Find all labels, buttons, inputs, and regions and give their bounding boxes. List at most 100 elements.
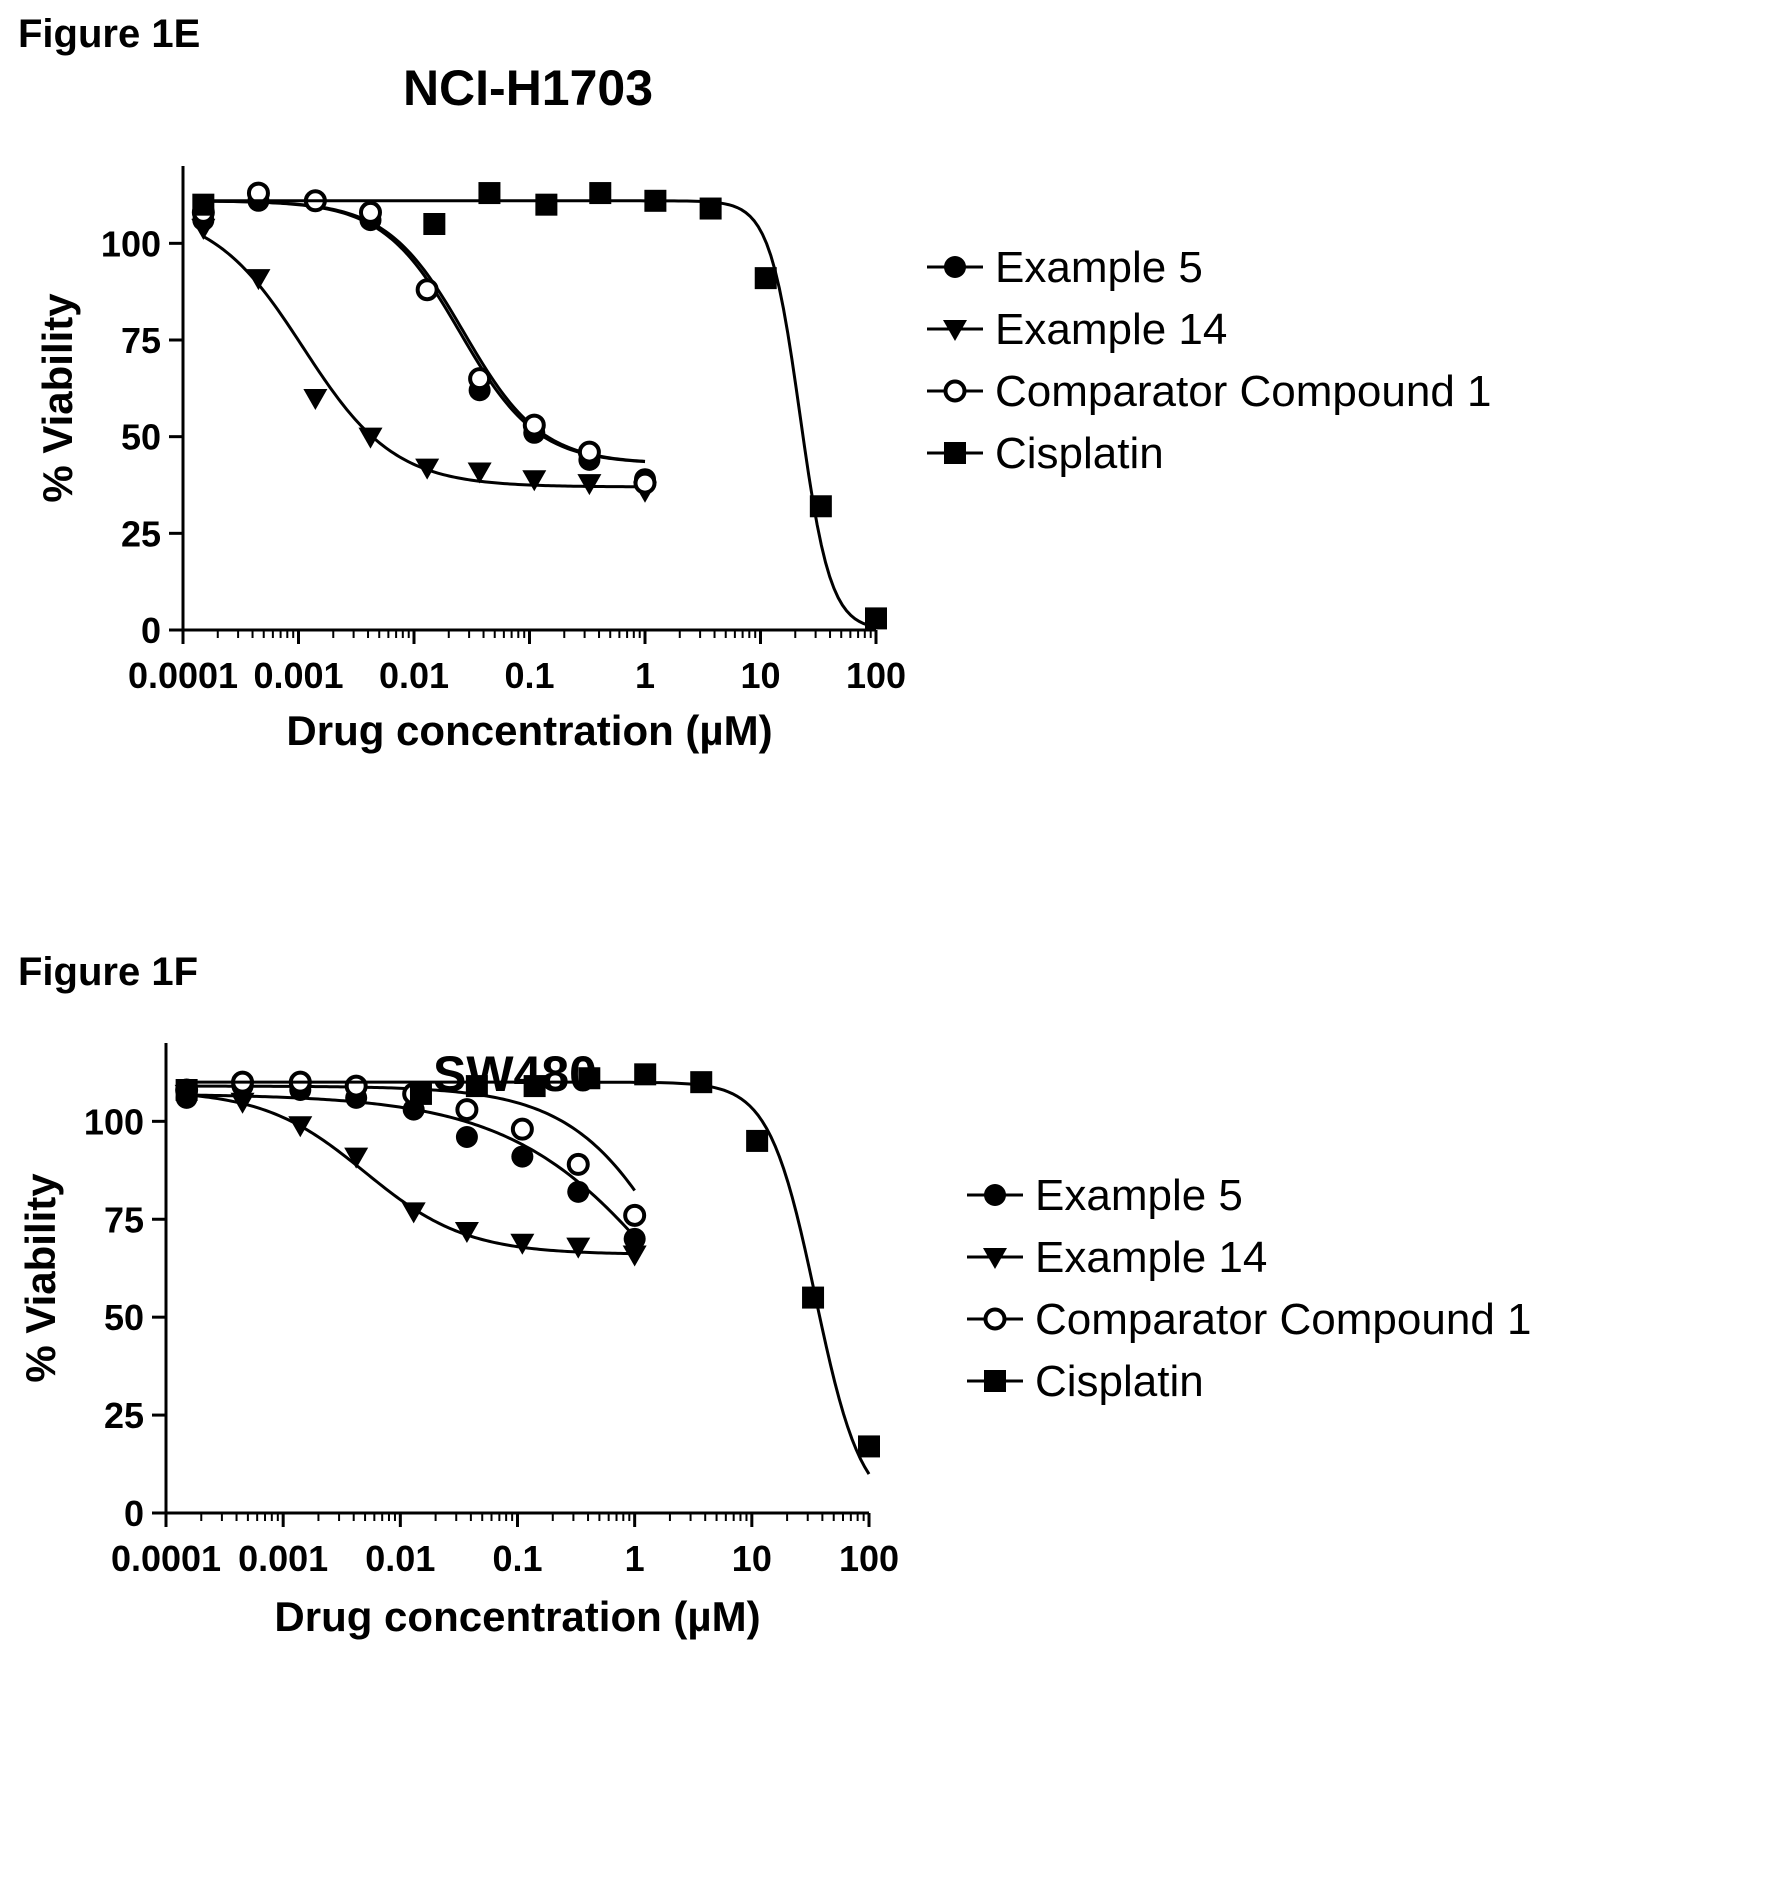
data-point [699, 197, 722, 220]
data-point [192, 193, 215, 216]
x-tick-label: 0.001 [253, 655, 343, 696]
x-tick-label: 1 [635, 655, 655, 696]
data-point [401, 1202, 426, 1224]
chart-sw480: SW480 0 25 50 75 100 0.0001 0.001 0.01 0.1 1 10 100 D… [17, 1043, 1531, 1640]
data-point [478, 182, 501, 205]
data-point [344, 1147, 369, 1169]
data-point [409, 1082, 432, 1105]
data-point [230, 1092, 255, 1114]
data-point [454, 1222, 479, 1243]
data-point [690, 1071, 713, 1094]
data-point [522, 413, 546, 437]
x-tick-label: 0.1 [504, 655, 554, 696]
series-example-14 [191, 218, 657, 503]
legend-marker [943, 320, 967, 341]
data-point [622, 1245, 647, 1267]
x-tick-label: 0.0001 [128, 655, 238, 696]
legend-marker [983, 1248, 1007, 1269]
legend-label: Example 5 [995, 243, 1203, 292]
data-point [415, 458, 440, 480]
legend-marker [984, 1184, 1006, 1206]
series-cisplatin [175, 1063, 880, 1475]
legend-item-comparator-compound-1: Comparator Compound 1 [927, 367, 1491, 416]
data-point [633, 471, 657, 495]
legend-label: Example 14 [995, 305, 1227, 354]
y-tick-label: 75 [121, 320, 161, 361]
x-tick-label: 0.001 [238, 1538, 328, 1579]
legend-item-example-14: Example 14 [967, 1233, 1267, 1282]
x-tick-label: 10 [740, 655, 780, 696]
legend-label: Example 14 [1035, 1233, 1267, 1282]
data-point [455, 1126, 478, 1148]
y-tick-label: 25 [121, 513, 161, 554]
legend: Example 5 Example 14 Comparator Compound 1… [967, 1171, 1531, 1406]
data-point [754, 267, 777, 290]
data-point [535, 193, 558, 216]
data-point [510, 1117, 534, 1141]
data-point [191, 218, 216, 240]
data-point [423, 213, 446, 235]
legend: Example 5 Example 14 Comparator Compound 1… [927, 243, 1491, 478]
data-point [468, 367, 492, 391]
legend-marker [984, 1370, 1006, 1392]
data-point [746, 1129, 769, 1152]
y-tick-label: 0 [141, 610, 161, 651]
chart-title: SW480 [433, 1046, 597, 1102]
data-point [415, 278, 439, 302]
y-tick-label: 100 [84, 1101, 144, 1142]
legend-label: Comparator Compound 1 [1035, 1295, 1531, 1344]
legend-marker [944, 256, 966, 278]
data-point [523, 1075, 546, 1098]
data-point [175, 1079, 198, 1101]
data-point [567, 1180, 590, 1203]
fit-curve [203, 199, 646, 463]
axes: 0 25 50 75 100 0.0001 0.001 0.01 0.1 1 10 100 [84, 1043, 899, 1579]
data-point [577, 474, 602, 496]
data-point [566, 1237, 591, 1259]
data-point [455, 1098, 479, 1122]
fit-curve [203, 199, 877, 629]
legend-marker [944, 442, 966, 464]
data-point [467, 462, 492, 484]
x-tick-label: 0.0001 [111, 1538, 221, 1579]
legend-item-cisplatin: Cisplatin [967, 1357, 1204, 1406]
data-point [858, 1435, 880, 1458]
figure-1e-label: Figure 1E [18, 12, 201, 56]
data-point [465, 1075, 488, 1098]
data-point [623, 1203, 647, 1227]
legend-label: Comparator Compound 1 [995, 367, 1491, 416]
x-tick-label: 1 [625, 1538, 645, 1579]
data-point [303, 389, 328, 410]
data-point [358, 427, 383, 449]
data-point [288, 1116, 313, 1138]
legend-marker [943, 379, 967, 403]
x-tick-label: 100 [846, 655, 906, 696]
data-point [634, 1063, 657, 1086]
data-point [589, 182, 612, 205]
data-point [644, 189, 667, 212]
data-point [809, 495, 832, 518]
axes: 0 25 50 75 100 0.0001 0.001 0.01 0.1 1 10 100 [101, 166, 906, 696]
y-tick-label: 50 [121, 417, 161, 458]
x-tick-label: 100 [839, 1538, 899, 1579]
data-point [522, 470, 547, 492]
legend-item-cisplatin: Cisplatin [927, 429, 1164, 478]
x-tick-label: 10 [732, 1538, 772, 1579]
legend-item-comparator-compound-1: Comparator Compound 1 [967, 1295, 1531, 1344]
chart-nci-h1703: NCI-H1703 0 25 50 75 100 0.0001 0.001 0.01 0.1 1 10… [34, 60, 1491, 754]
x-tick-label: 0.1 [492, 1538, 542, 1579]
y-tick-label: 0 [124, 1493, 144, 1534]
data-point [578, 1067, 601, 1090]
legend-item-example-14: Example 14 [927, 305, 1227, 354]
x-axis-label: Drug concentration (µM) [274, 1593, 760, 1640]
data-point [623, 1227, 646, 1250]
legend-item-example-5: Example 5 [967, 1171, 1243, 1220]
data-point [511, 1145, 534, 1168]
data-point [577, 440, 601, 464]
data-point [344, 1074, 368, 1098]
data-point [865, 607, 887, 630]
y-tick-label: 75 [104, 1199, 144, 1240]
y-tick-label: 100 [101, 223, 161, 264]
y-axis-label: % Viability [34, 293, 81, 503]
legend-label: Example 5 [1035, 1171, 1243, 1220]
